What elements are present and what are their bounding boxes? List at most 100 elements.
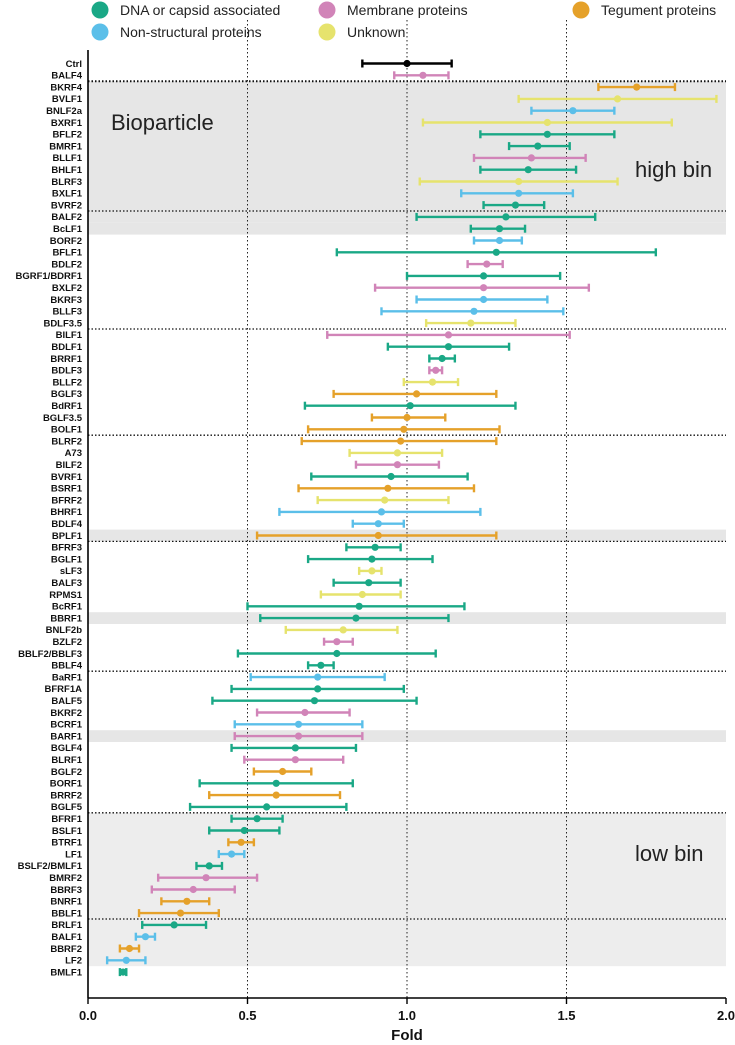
- row-label: BALF2: [51, 212, 82, 223]
- legend-label: Non-structural proteins: [120, 24, 262, 40]
- row-label: BBLF2/BBLF3: [18, 649, 82, 660]
- data-point: [141, 933, 150, 941]
- row-label: BOLF1: [51, 425, 83, 436]
- legend-swatch: [318, 1, 336, 19]
- data-point: [371, 543, 379, 551]
- row-label: BRRF2: [50, 790, 82, 801]
- data-point: [543, 130, 551, 138]
- row-label: BVRF2: [51, 200, 82, 211]
- data-point: [515, 177, 523, 186]
- data-point: [119, 968, 127, 976]
- data-point: [393, 461, 402, 469]
- data-point: [291, 756, 299, 764]
- data-point: [444, 343, 453, 351]
- row-label: BXLF1: [52, 189, 83, 200]
- row-label: BDLF3: [51, 366, 82, 377]
- row-label: BMRF1: [49, 141, 82, 152]
- data-point: [524, 166, 532, 174]
- data-point: [314, 685, 322, 693]
- x-ticks: 0.0 0.5 1.0 1.5 2.0: [79, 998, 735, 1023]
- row-label: BORF2: [50, 236, 82, 247]
- data-point: [317, 661, 325, 669]
- data-point: [339, 626, 347, 634]
- row-label: BARF1: [50, 731, 82, 742]
- data-point: [314, 673, 322, 681]
- data-point: [294, 732, 303, 740]
- data-point: [205, 862, 213, 870]
- row-label: BSLF2/BMLF1: [18, 861, 83, 872]
- legend-label: Membrane proteins: [347, 2, 468, 18]
- data-point: [355, 602, 363, 610]
- data-point: [403, 59, 411, 68]
- row-label: LF1: [65, 849, 83, 860]
- legend: DNA or capsid associated Membrane protein…: [91, 1, 716, 41]
- row-label: BGLF5: [51, 802, 83, 813]
- row-label: BDLF3.5: [43, 318, 82, 329]
- data-point: [400, 425, 408, 433]
- legend-swatch: [91, 1, 109, 19]
- data-point: [470, 307, 478, 315]
- data-point: [569, 107, 577, 115]
- legend-swatch: [91, 23, 109, 41]
- row-label: BVRF1: [51, 472, 83, 483]
- row-label: BGLF3.5: [43, 413, 83, 424]
- row-label: Ctrl: [66, 59, 82, 70]
- data-point: [502, 213, 510, 221]
- row-label: BRRF1: [50, 354, 82, 365]
- data-point: [263, 803, 271, 811]
- row-label: BLLF1: [52, 153, 82, 164]
- row-label: BLLF2: [52, 377, 82, 388]
- data-point: [393, 449, 402, 457]
- row-label: BLRF3: [51, 177, 82, 188]
- row-label: BALF3: [51, 578, 82, 589]
- row-label: BKRF3: [50, 295, 82, 306]
- data-point: [202, 874, 210, 882]
- row-label: BKRF4: [50, 82, 82, 93]
- data-point: [397, 437, 405, 445]
- data-point: [333, 649, 341, 658]
- data-point: [381, 496, 389, 504]
- data-point: [495, 236, 504, 245]
- row-label: BTRF1: [51, 838, 82, 849]
- data-point: [189, 885, 197, 894]
- row-label: BDLF1: [51, 342, 82, 353]
- row-label: A73: [65, 448, 82, 459]
- data-point: [613, 95, 622, 103]
- row-label: BGLF2: [51, 767, 82, 778]
- data-point: [374, 531, 382, 540]
- row-label: BNRF1: [50, 897, 82, 908]
- row-label: BFRF1A: [45, 684, 83, 695]
- data-point: [515, 189, 523, 197]
- row-label: BGRF1/BDRF1: [15, 271, 82, 282]
- row-label: BALF1: [51, 932, 82, 943]
- legend-label: DNA or capsid associated: [120, 2, 280, 18]
- data-point: [527, 154, 536, 162]
- legend-label: Tegument proteins: [601, 2, 716, 18]
- annotation-low-bin: low bin: [635, 841, 703, 866]
- row-label: RPMS1: [49, 590, 82, 601]
- data-point: [291, 744, 299, 752]
- data-marks: [105, 59, 718, 977]
- data-point: [444, 331, 453, 339]
- row-label: BGLF1: [51, 554, 83, 565]
- data-point: [479, 295, 488, 304]
- data-point: [534, 142, 542, 150]
- row-label: BILF2: [56, 460, 82, 471]
- row-label: BLLF3: [52, 307, 82, 318]
- row-label: BORF1: [50, 779, 83, 790]
- x-tick-label: 0.5: [238, 1008, 256, 1023]
- data-point: [479, 272, 488, 280]
- data-point: [403, 413, 411, 422]
- data-point: [368, 555, 376, 563]
- row-label: BGLF3: [51, 389, 82, 400]
- x-axis-title: Fold: [391, 1027, 423, 1044]
- data-point: [227, 850, 236, 858]
- data-point: [483, 260, 491, 268]
- row-label: BVLF1: [52, 94, 83, 105]
- legend-swatch: [572, 1, 590, 19]
- row-label: BFRF1: [51, 814, 82, 825]
- x-tick-label: 1.5: [557, 1008, 575, 1023]
- row-label: BLRF2: [51, 436, 82, 447]
- row-label: BaRF1: [52, 672, 83, 683]
